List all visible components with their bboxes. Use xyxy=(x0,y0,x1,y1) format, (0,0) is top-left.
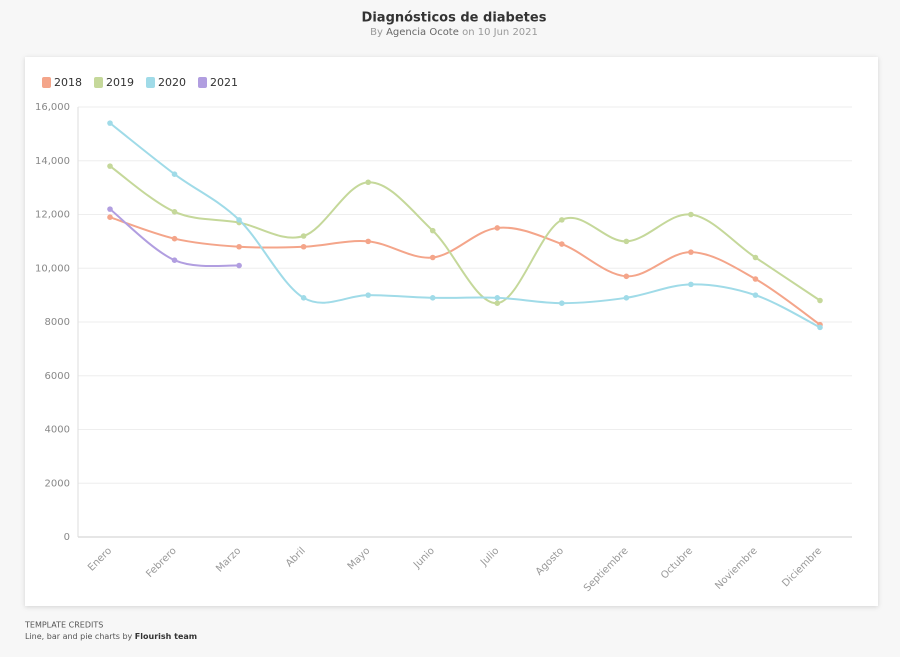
point xyxy=(429,295,436,301)
point xyxy=(365,292,371,298)
point xyxy=(107,206,113,212)
point xyxy=(688,211,694,218)
point xyxy=(171,209,178,215)
point xyxy=(171,171,178,177)
subtitle: By Agencia Ocote on 10 Jun 2021 xyxy=(370,27,538,38)
point xyxy=(817,297,823,304)
point xyxy=(494,300,501,306)
point xyxy=(559,300,565,306)
point xyxy=(752,292,759,298)
point xyxy=(623,273,630,280)
credits-text: Line, bar and pie charts by xyxy=(25,632,133,641)
legend-swatch xyxy=(94,77,103,88)
y-tick-label: 6000 xyxy=(45,371,70,382)
point xyxy=(494,225,501,231)
point xyxy=(236,243,242,250)
card xyxy=(25,57,878,606)
y-tick-label: 12,000 xyxy=(35,210,70,221)
point xyxy=(236,217,242,223)
point xyxy=(236,262,242,269)
legend-label: 2018 xyxy=(54,76,82,89)
point xyxy=(300,295,307,301)
point xyxy=(494,295,501,301)
legend-label: 2020 xyxy=(158,76,186,89)
author: Agencia Ocote xyxy=(386,27,459,38)
point xyxy=(752,254,759,261)
point xyxy=(107,163,113,169)
series-line xyxy=(109,216,821,326)
credits-author: Flourish team xyxy=(135,632,197,641)
point xyxy=(365,179,371,186)
point xyxy=(688,281,694,288)
point xyxy=(817,324,823,331)
point xyxy=(623,238,630,245)
legend-swatch xyxy=(198,77,207,88)
point xyxy=(300,233,307,239)
by: By xyxy=(370,27,383,38)
legend-swatch xyxy=(42,77,51,88)
y-tick-label: 10,000 xyxy=(35,263,70,274)
y-tick-label: 16,000 xyxy=(35,102,70,113)
point xyxy=(688,249,694,255)
point xyxy=(107,120,113,126)
y-tick-label: 2000 xyxy=(45,478,70,489)
y-tick-label: 0 xyxy=(64,532,70,543)
point xyxy=(300,243,307,250)
y-tick-label: 8000 xyxy=(45,317,70,328)
point xyxy=(623,295,630,301)
y-tick-label: 14,000 xyxy=(35,156,70,167)
point xyxy=(365,238,371,245)
point xyxy=(107,214,113,220)
credits: Line, bar and pie charts by Flourish tea… xyxy=(25,632,197,641)
legend-label: 2019 xyxy=(106,76,134,89)
on: on xyxy=(462,27,474,38)
date: 10 Jun 2021 xyxy=(478,27,538,38)
legend-label: 2021 xyxy=(210,76,238,89)
point xyxy=(752,276,759,282)
credits-heading: TEMPLATE CREDITS xyxy=(24,621,103,630)
chart-title: Diagnósticos de diabetes xyxy=(362,11,547,26)
point xyxy=(429,254,436,261)
y-tick-label: 4000 xyxy=(45,425,70,436)
point xyxy=(559,217,565,223)
point xyxy=(429,227,436,234)
point xyxy=(171,257,178,263)
legend-swatch xyxy=(146,77,155,88)
point xyxy=(559,241,565,247)
point xyxy=(171,235,178,242)
